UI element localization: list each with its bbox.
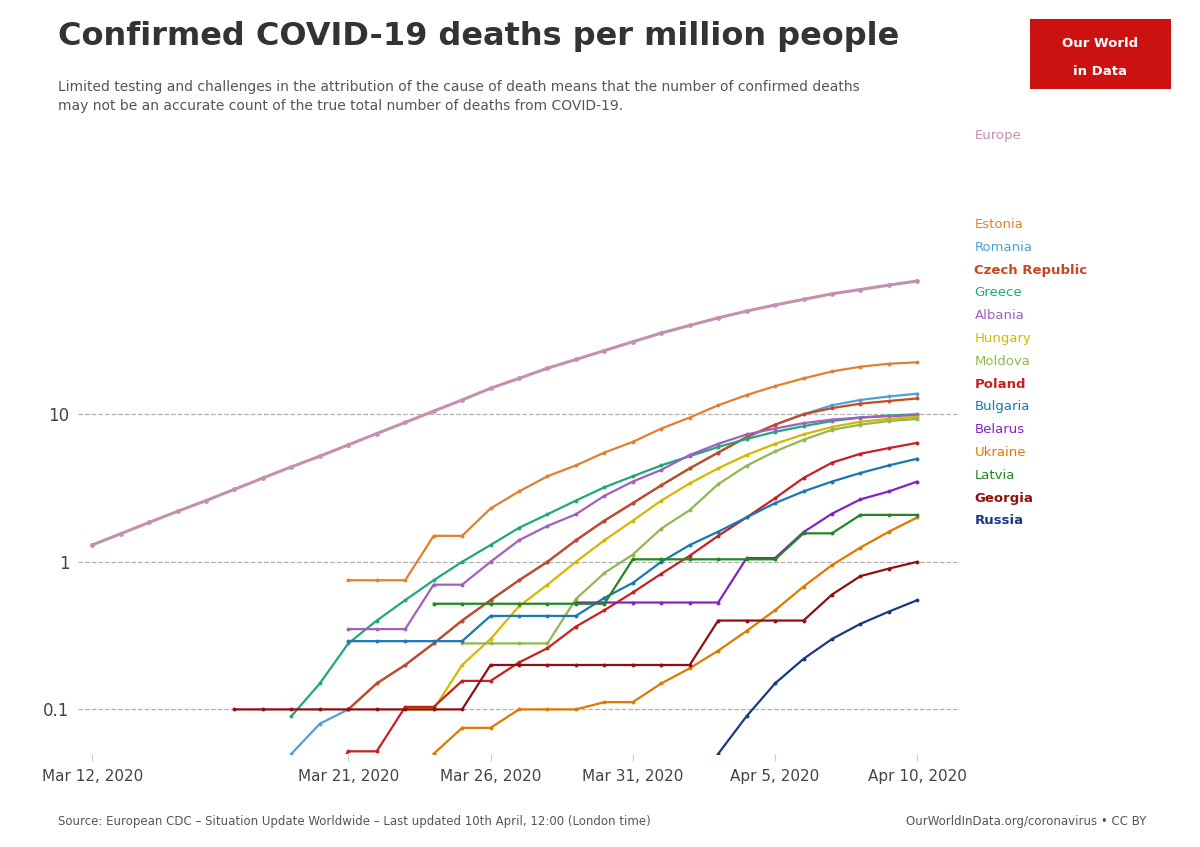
Text: Moldova: Moldova (974, 355, 1031, 368)
Text: Latvia: Latvia (974, 468, 1015, 482)
Text: Belarus: Belarus (974, 424, 1025, 436)
Text: Estonia: Estonia (974, 218, 1024, 231)
Text: Confirmed COVID-19 deaths per million people: Confirmed COVID-19 deaths per million pe… (58, 21, 899, 53)
Text: Source: European CDC – Situation Update Worldwide – Last updated 10th April, 12:: Source: European CDC – Situation Update … (58, 816, 650, 828)
Text: Czech Republic: Czech Republic (974, 263, 1087, 277)
Text: Ukraine: Ukraine (974, 446, 1026, 459)
Text: Limited testing and challenges in the attribution of the cause of death means th: Limited testing and challenges in the at… (58, 80, 859, 113)
Text: Albania: Albania (974, 309, 1025, 322)
Text: Georgia: Georgia (974, 491, 1033, 505)
Text: OurWorldInData.org/coronavirus • CC BY: OurWorldInData.org/coronavirus • CC BY (906, 816, 1146, 828)
Text: Europe: Europe (974, 129, 1021, 142)
Text: Poland: Poland (974, 378, 1026, 390)
Text: Greece: Greece (974, 286, 1022, 299)
Text: Bulgaria: Bulgaria (974, 401, 1030, 413)
Text: in Data: in Data (1074, 65, 1128, 78)
Text: Hungary: Hungary (974, 332, 1031, 345)
Text: Our World: Our World (1062, 37, 1139, 50)
Text: Russia: Russia (974, 514, 1024, 528)
Text: Romania: Romania (974, 241, 1032, 254)
